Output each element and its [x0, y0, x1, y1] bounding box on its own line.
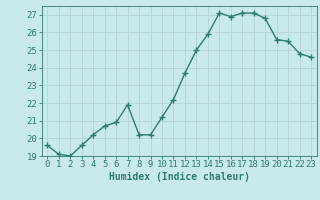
X-axis label: Humidex (Indice chaleur): Humidex (Indice chaleur) [109, 172, 250, 182]
